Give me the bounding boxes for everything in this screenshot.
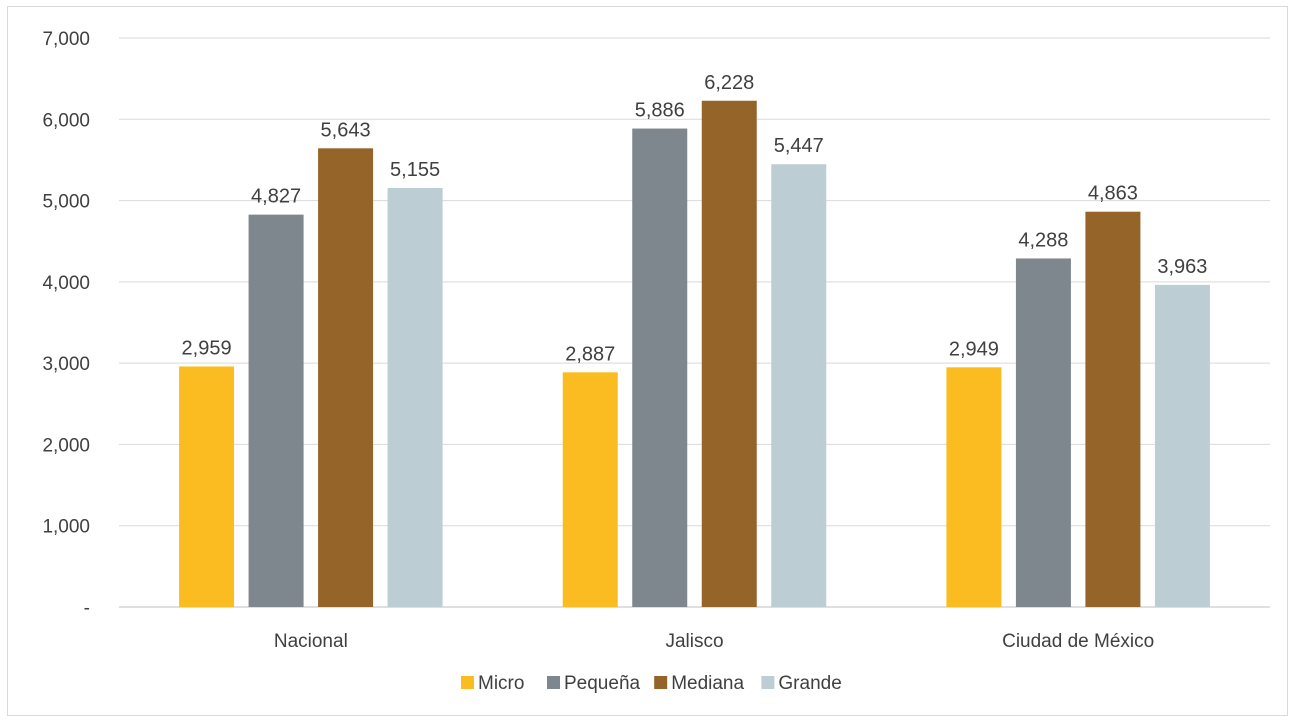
bar-pequea-0: [248, 214, 304, 607]
data-label: 5,447: [774, 135, 824, 157]
y-tick-label: 5,000: [42, 192, 90, 213]
x-category-label: Jalisco: [665, 631, 723, 652]
bar-pequea-2: [1015, 258, 1071, 607]
legend-label: Micro: [478, 673, 524, 694]
bar-chart: - 1,000 2,000 3,000 4,000 5,000 6,000 7,000 2,95…: [42, 29, 1270, 694]
legend-swatch: [761, 676, 775, 689]
legend-swatch: [461, 676, 474, 689]
bar-micro-2: [946, 367, 1002, 607]
legend-label: Pequeña: [564, 673, 641, 694]
legend-label: Mediana: [671, 673, 744, 694]
bar-mediana-2: [1085, 211, 1141, 607]
data-label: 4,863: [1088, 183, 1138, 205]
data-label: 6,228: [704, 72, 754, 94]
legend-swatch: [547, 676, 560, 689]
y-tick-label: 2,000: [42, 435, 90, 456]
legend-label: Grande: [778, 673, 841, 694]
y-tick-label: 6,000: [42, 110, 90, 131]
data-label: 4,827: [251, 186, 301, 208]
y-tick-label: 7,000: [42, 29, 90, 50]
bar-pequea-1: [632, 128, 688, 607]
bar-grande-1: [771, 164, 827, 608]
bar-mediana-1: [701, 100, 757, 608]
data-label: 5,155: [390, 159, 440, 181]
y-tick-label: 3,000: [42, 354, 90, 375]
y-tick-label: 1,000: [42, 517, 90, 538]
bar-grande-2: [1154, 284, 1210, 607]
bar-micro-1: [562, 372, 618, 607]
bar-micro-0: [179, 366, 235, 607]
x-category-label: Nacional: [274, 631, 348, 652]
chart-frame: - 1,000 2,000 3,000 4,000 5,000 6,000 7,000 2,95…: [7, 6, 1288, 716]
data-label: 2,887: [565, 343, 615, 365]
legend-swatch: [654, 676, 668, 689]
data-label: 3,963: [1157, 256, 1207, 278]
y-tick-label: -: [84, 598, 90, 619]
x-category-label: Ciudad de México: [1002, 631, 1154, 652]
data-label: 5,643: [321, 119, 371, 141]
bar-mediana-0: [318, 148, 374, 607]
bar-grande-0: [387, 187, 443, 607]
data-label: 2,959: [182, 337, 232, 359]
y-tick-label: 4,000: [42, 273, 90, 294]
data-label: 4,288: [1018, 229, 1068, 251]
data-label: 2,949: [949, 338, 999, 360]
data-label: 5,886: [635, 100, 685, 122]
